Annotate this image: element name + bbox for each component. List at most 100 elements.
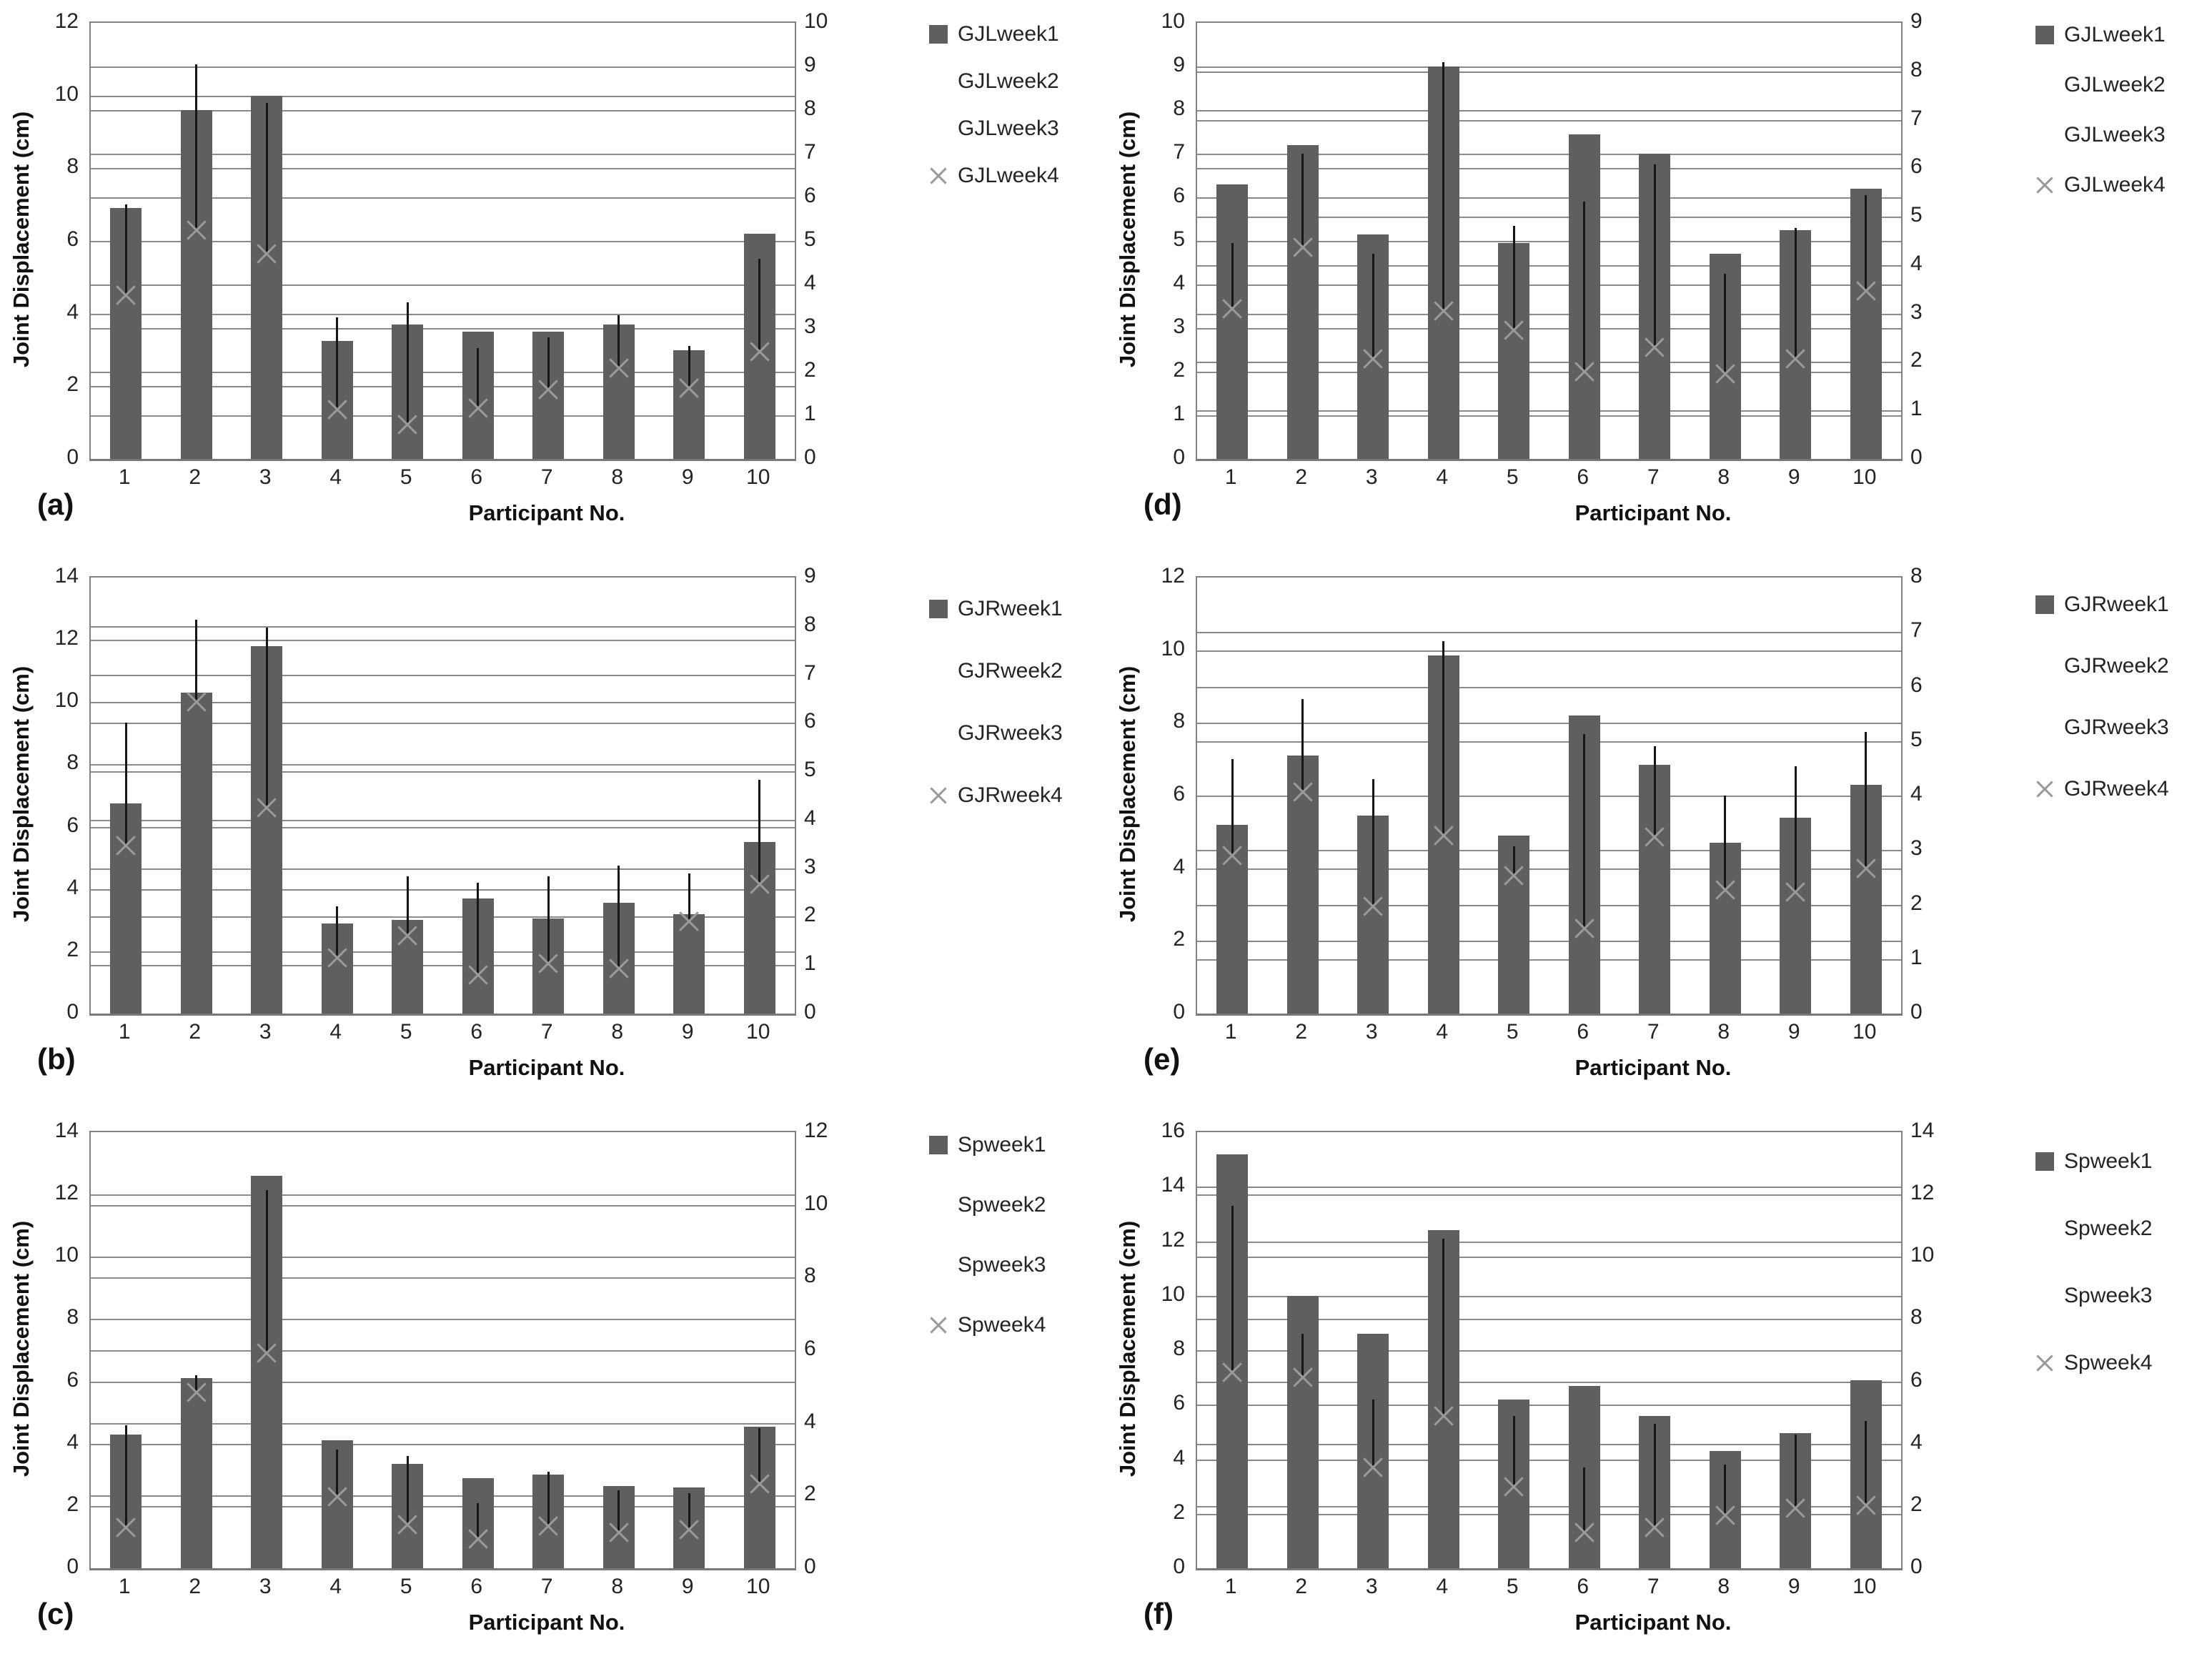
gridline-left-axis: [91, 96, 795, 97]
left-axis-tick-4: 4: [1173, 271, 1185, 294]
x-marker-GJLweek4-participant-8: [609, 358, 629, 378]
x-marker-GJRweek4-participant-7: [1645, 827, 1665, 847]
left-axis-tick-6: 6: [66, 227, 79, 251]
right-axis-tick-1: 1: [1910, 945, 1923, 969]
x-marker-GJLweek4-participant-7: [538, 380, 558, 400]
gridline-right-axis: [1197, 217, 1901, 218]
left-axis-tick-2: 2: [66, 937, 79, 961]
error-line-participant-5: [1512, 846, 1515, 876]
gridline-left-axis: [91, 1444, 795, 1445]
gridline-right-axis: [1197, 265, 1901, 267]
left-axis-tick-0: 0: [66, 445, 79, 469]
error-line-participant-8: [618, 866, 620, 969]
left-axis-tick-10: 10: [54, 81, 79, 106]
x-axis-tick-participant-9: 9: [681, 1020, 694, 1044]
legend-x-marker-icon: [929, 167, 948, 185]
gridline-left-axis: [91, 1257, 795, 1258]
plot-area: [1196, 1131, 1903, 1570]
error-line-participant-7: [1653, 746, 1656, 838]
panel-tag-e: (e): [1144, 1042, 1181, 1076]
legend-label-Spweek4: Spweek4: [958, 1313, 1046, 1337]
error-line-participant-9: [1794, 766, 1797, 892]
legend-x-marker-icon: [929, 1316, 948, 1334]
right-axis-tick-12: 12: [1910, 1181, 1935, 1205]
x-marker-GJLweek4-participant-1: [1222, 299, 1242, 319]
x-marker-GJRweek4-participant-9: [679, 911, 699, 931]
error-line-participant-10: [1865, 1421, 1868, 1506]
x-axis-tick-participant-4: 4: [1436, 1020, 1449, 1044]
x-marker-GJRweek4-participant-7: [538, 954, 558, 974]
gridline-left-axis: [91, 889, 795, 891]
right-axis-tick-5: 5: [1910, 203, 1923, 227]
x-axis-tick-participant-9: 9: [1787, 1575, 1800, 1598]
right-axis-tick-4: 4: [804, 1409, 816, 1433]
x-marker-GJRweek4-participant-8: [609, 959, 629, 979]
right-axis-tick-8: 8: [1910, 1305, 1923, 1329]
x-marker-Spweek4-participant-9: [1785, 1498, 1805, 1518]
x-axis-tick-participant-4: 4: [329, 1020, 342, 1044]
gridline-right-axis: [91, 868, 795, 870]
error-line-participant-3: [1372, 779, 1374, 907]
x-marker-Spweek4-participant-7: [1645, 1517, 1665, 1537]
x-axis-tick-participant-9: 9: [681, 465, 694, 489]
right-axis-tick-9: 9: [804, 53, 816, 76]
gridline-left-axis: [1197, 1460, 1901, 1461]
legend-square-marker-icon: [929, 600, 948, 618]
error-line-participant-5: [406, 302, 409, 425]
panel-tag-d: (d): [1144, 487, 1182, 521]
right-axis-tick-14: 14: [1910, 1119, 1935, 1142]
legend-square-marker-icon: [929, 25, 948, 44]
x-axis-tick-participant-7: 7: [540, 465, 553, 489]
left-axis-tick-6: 6: [1173, 184, 1185, 207]
right-axis-tick-4: 4: [804, 271, 816, 294]
left-axis-tick-6: 6: [66, 813, 79, 837]
gridline-right-axis: [1197, 168, 1901, 169]
legend-label-GJLweek2: GJLweek2: [958, 69, 1059, 93]
legend-label-Spweek1: Spweek1: [958, 1133, 1046, 1157]
gridline-right-axis: [91, 154, 795, 155]
x-axis-tick-participant-8: 8: [1717, 1020, 1730, 1044]
x-axis-tick-participant-5: 5: [1506, 1575, 1519, 1598]
gridline-left-axis: [1197, 197, 1901, 199]
right-axis-tick-3: 3: [804, 854, 816, 878]
x-axis-tick-participant-8: 8: [611, 1575, 624, 1598]
error-line-participant-4: [336, 906, 339, 958]
right-axis-tick-2: 2: [804, 903, 816, 927]
x-marker-GJLweek4-participant-3: [1363, 349, 1383, 369]
gridline-right-axis: [91, 415, 795, 417]
right-axis-tick-3: 3: [804, 315, 816, 338]
panel-tag-b: (b): [37, 1042, 76, 1076]
left-axis-tick-8: 8: [66, 154, 79, 179]
x-marker-GJLweek4-participant-4: [327, 400, 347, 420]
error-line-participant-1: [1231, 1205, 1234, 1372]
right-axis-tick-8: 8: [1910, 564, 1923, 588]
error-line-participant-8: [1724, 796, 1727, 891]
gridline-right-axis: [91, 820, 795, 821]
error-line-participant-5: [406, 1456, 409, 1525]
right-axis-tick-2: 2: [1910, 891, 1923, 915]
x-axis-tick-participant-6: 6: [470, 465, 483, 489]
right-axis-tick-8: 8: [804, 1264, 816, 1288]
left-axis-tick-12: 12: [54, 1181, 79, 1205]
x-axis-tick-participant-3: 3: [1365, 1575, 1378, 1598]
x-axis-tick-participant-7: 7: [540, 1575, 553, 1598]
x-marker-Spweek4-participant-5: [397, 1515, 417, 1535]
left-axis-tick-4: 4: [66, 875, 79, 899]
gridline-left-axis: [1197, 154, 1901, 155]
gridline-left-axis: [1197, 241, 1901, 242]
gridline-right-axis: [1197, 741, 1901, 743]
gridline-right-axis: [91, 1495, 795, 1497]
gridline-right-axis: [91, 916, 795, 918]
legend-label-Spweek2: Spweek2: [2064, 1217, 2153, 1240]
x-marker-GJLweek4-participant-9: [679, 378, 699, 398]
chart-panel-a: Joint Displacement (cm) 0 2 4 6 8 10 12 0 1 2 3 4 5 6 7…: [0, 0, 1106, 555]
x-marker-GJLweek4-participant-10: [750, 342, 770, 362]
right-axis-tick-9: 9: [804, 564, 816, 588]
x-axis-tick-participant-2: 2: [1295, 1575, 1308, 1598]
x-axis-tick-participant-8: 8: [1717, 465, 1730, 489]
error-line-participant-6: [477, 1502, 480, 1539]
x-marker-GJLweek4-participant-1: [116, 285, 136, 305]
chart-panel-f: Joint Displacement (cm) 0 2 4 6 8 10 12 14 16 0 2 4 6…: [1106, 1109, 2212, 1664]
right-axis-tick-2: 2: [804, 1482, 816, 1506]
left-axis-tick-10: 10: [1161, 1282, 1185, 1306]
